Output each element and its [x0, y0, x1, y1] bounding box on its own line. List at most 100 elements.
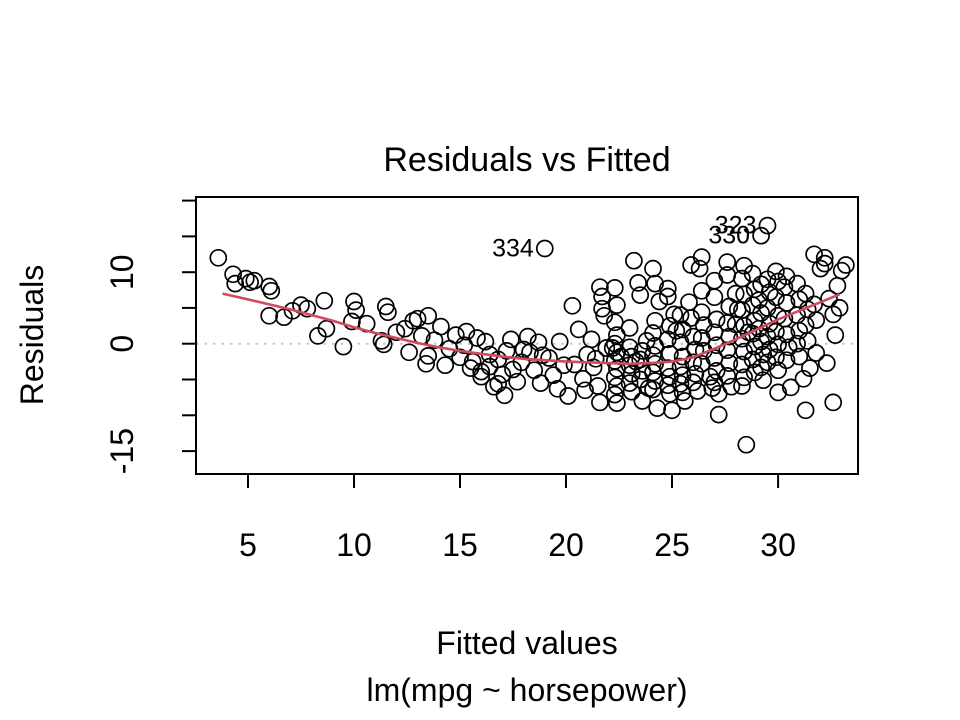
data-point: [493, 365, 512, 384]
data-point: [815, 254, 834, 273]
data-point: [658, 279, 677, 298]
data-point: [671, 306, 690, 324]
data-point: [650, 292, 669, 311]
x-tick-label: 10: [336, 527, 372, 563]
data-point: [692, 248, 711, 266]
data-point: [569, 320, 588, 339]
plot-box: [195, 196, 859, 475]
data-point: [245, 271, 264, 290]
data-point: [788, 334, 806, 353]
data-point: [707, 310, 726, 329]
data-point: [807, 311, 826, 329]
data-point: [226, 274, 245, 293]
y-tick-label: 0: [104, 335, 140, 353]
data-point: [605, 368, 624, 387]
data-point: [794, 369, 813, 388]
data-point: [661, 316, 679, 335]
data-point: [472, 362, 491, 381]
data-point: [595, 306, 614, 325]
data-point: [565, 355, 584, 374]
data-point: [663, 401, 681, 420]
data-point: [796, 401, 815, 420]
data-point: [620, 374, 639, 392]
data-point: [777, 351, 796, 370]
data-point: [705, 288, 724, 307]
data-point: [752, 358, 770, 377]
data-point: [644, 259, 662, 278]
x-tick-label: 20: [548, 527, 584, 563]
data-point: [419, 347, 438, 365]
data-point: [767, 262, 785, 281]
data-point: [726, 315, 745, 334]
data-point: [591, 393, 609, 412]
data-point: [591, 278, 609, 297]
data-point: [379, 303, 397, 322]
data-point: [209, 248, 228, 267]
data-point: [811, 259, 830, 278]
data-point: [417, 354, 435, 373]
data-point: [733, 355, 751, 374]
data-point: [436, 356, 455, 375]
x-tick-label: 5: [239, 527, 257, 563]
data-point: [658, 359, 677, 377]
outlier-label: 330: [708, 222, 750, 250]
data-point: [769, 383, 787, 402]
data-point: [387, 323, 406, 342]
data-point: [497, 342, 516, 360]
data-point: [262, 281, 281, 300]
data-point: [550, 332, 569, 351]
outlier-point: [758, 216, 777, 235]
data-point: [408, 309, 427, 328]
data-point: [555, 356, 573, 375]
data-point: [722, 377, 741, 396]
data-point: [790, 347, 809, 366]
data-point: [372, 332, 391, 350]
data-point: [658, 376, 677, 395]
data-point: [476, 332, 495, 351]
data-point: [671, 374, 690, 393]
data-point: [648, 399, 667, 417]
data-point: [767, 322, 785, 341]
data-point: [347, 301, 365, 319]
data-point: [801, 359, 819, 377]
data-point: [692, 303, 711, 322]
data-point: [236, 269, 255, 288]
data-point: [544, 366, 563, 385]
data-point: [605, 313, 624, 332]
data-point: [631, 286, 650, 304]
data-point: [260, 306, 279, 325]
x-tick-label: 15: [442, 527, 478, 563]
data-point: [457, 322, 476, 341]
data-point: [432, 317, 450, 336]
x-axis-label: Fitted values: [436, 625, 618, 661]
data-point: [690, 259, 709, 278]
data-point: [805, 245, 823, 264]
data-point: [224, 265, 242, 284]
data-point: [597, 339, 616, 357]
data-point: [779, 338, 798, 357]
data-point: [563, 296, 582, 315]
data-point: [718, 253, 737, 271]
data-point: [540, 349, 558, 367]
data-point: [502, 330, 520, 349]
data-point: [777, 325, 796, 344]
data-point: [576, 381, 594, 400]
data-point: [559, 387, 577, 405]
data-point: [298, 299, 317, 318]
lowess-smooth-line: [222, 292, 841, 366]
x-tick-label: 25: [654, 527, 690, 563]
data-point: [737, 435, 756, 454]
data-point: [767, 348, 785, 367]
data-point: [608, 296, 626, 314]
data-point: [400, 343, 418, 362]
data-point: [720, 354, 739, 372]
data-point: [807, 344, 826, 362]
data-point: [733, 377, 751, 395]
data-point: [495, 386, 514, 405]
data-point: [586, 349, 605, 368]
data-point: [673, 383, 692, 402]
data-point: [824, 393, 843, 412]
data-point: [701, 367, 720, 386]
outlier-label: 323: [715, 212, 757, 240]
data-point: [707, 362, 726, 380]
